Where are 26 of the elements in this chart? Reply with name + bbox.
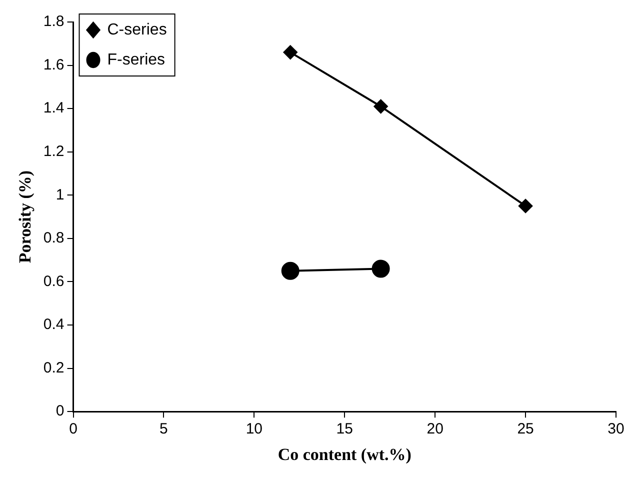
legend-label: F-series bbox=[107, 51, 166, 68]
y-tick-label: 0 bbox=[56, 402, 64, 420]
y-tick-label: 1.8 bbox=[43, 13, 64, 30]
y-tick-label: 0.2 bbox=[43, 359, 64, 376]
point bbox=[518, 198, 533, 213]
point bbox=[372, 260, 390, 278]
y-tick-label: 1.6 bbox=[43, 56, 64, 74]
x-axis-title: Co content (wt.%) bbox=[278, 445, 412, 464]
legend-label: C-series bbox=[107, 21, 167, 38]
x-tick-label: 15 bbox=[336, 420, 353, 438]
y-tick-label: 0.4 bbox=[43, 316, 64, 334]
y-tick-label: 1 bbox=[56, 186, 64, 204]
x-tick-label: 5 bbox=[160, 420, 168, 438]
y-tick-label: 0.6 bbox=[43, 272, 64, 290]
x-tick-label: 20 bbox=[426, 420, 444, 438]
y-tick-label: 1.2 bbox=[43, 143, 64, 160]
x-tick-label: 10 bbox=[246, 420, 263, 438]
x-tick-label: 0 bbox=[69, 420, 78, 438]
point bbox=[281, 262, 300, 280]
y-axis-title: Porosity (%) bbox=[16, 170, 35, 264]
x-tick-label: 25 bbox=[517, 420, 534, 438]
point bbox=[283, 45, 298, 60]
y-tick-label: 1.4 bbox=[43, 100, 64, 117]
x-tick-label: 30 bbox=[608, 420, 624, 438]
y-tick-label: 0.8 bbox=[43, 230, 64, 247]
point bbox=[374, 99, 388, 114]
